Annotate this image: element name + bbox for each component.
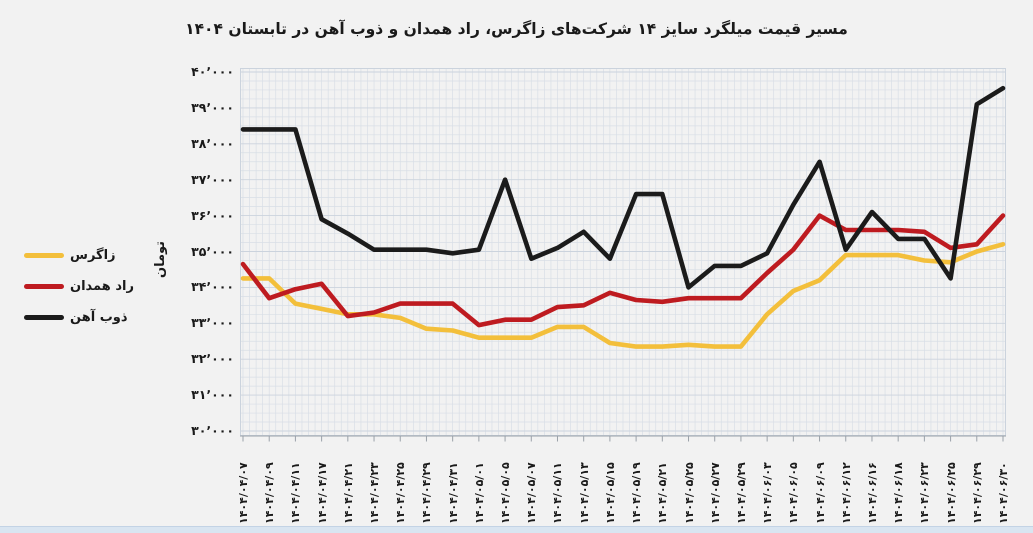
legend-swatch-zagros: [24, 253, 64, 258]
series-line-rad-hamedan: [240, 213, 1006, 328]
x-axis-label: ۱۴۰۴/۰۵/۲۹: [734, 462, 748, 524]
y-axis-label: ۳۱٬۰۰۰: [191, 387, 234, 403]
y-axis-unit-label: تومان: [153, 240, 169, 279]
x-axis-label: ۱۴۰۴/۰۴/۲۵: [394, 462, 408, 524]
y-axis-label: ۴۰٬۰۰۰: [191, 64, 234, 79]
x-axis-label: ۱۴۰۴/۰۴/۲۱: [341, 462, 355, 524]
x-axis-label: ۱۴۰۴/۰۶/۳۰: [997, 462, 1010, 524]
legend-item-zob-ahan: ذوب آهن: [24, 308, 134, 327]
x-axis-label: ۱۴۰۴/۰۵/۱۹: [630, 462, 644, 524]
y-axis-label: ۳۵٬۰۰۰: [191, 243, 234, 259]
x-axis-label: ۱۴۰۴/۰۵/۰۱: [472, 462, 486, 524]
x-axis-label: ۱۴۰۴/۰۵/۲۷: [708, 462, 722, 524]
x-axis-label: ۱۴۰۴/۰۵/۱۱: [551, 462, 565, 524]
x-axis-label: ۱۴۰۴/۰۵/۱۵: [603, 462, 617, 524]
legend-label-zagros: زاگرس: [70, 248, 116, 263]
x-axis-label: ۱۴۰۴/۰۶/۱۶: [865, 462, 879, 524]
y-axis-label: ۳۳٬۰۰۰: [191, 315, 234, 331]
x-axis-label: ۱۴۰۴/۰۴/۳۱: [446, 462, 460, 524]
y-axis-label: ۳۰٬۰۰۰: [191, 423, 234, 438]
x-axis-label: ۱۴۰۴/۰۵/۱۳: [577, 462, 591, 524]
series-line-zob-ahan: [240, 85, 1006, 290]
y-axis-label: ۳۴٬۰۰۰: [191, 279, 234, 295]
x-axis-label: ۱۴۰۴/۰۴/۲۳: [368, 462, 382, 524]
x-axis-label: ۱۴۰۴/۰۵/۲۱: [656, 462, 670, 524]
legend-swatch-zob-ahan: [24, 315, 64, 320]
legend-swatch-rad-hamedan: [24, 284, 64, 289]
y-axis-label: ۳۹٬۰۰۰: [191, 99, 234, 115]
x-axis-label: ۱۴۰۴/۰۴/۰۹: [263, 462, 277, 524]
x-axis-label: ۱۴۰۴/۰۶/۲۹: [970, 462, 984, 524]
x-axis-label: ۱۴۰۴/۰۴/۱۷: [315, 462, 329, 524]
x-axis-label: ۱۴۰۴/۰۵/۰۵: [499, 462, 513, 524]
y-axis-label: ۳۲٬۰۰۰: [191, 351, 234, 367]
legend-label-rad-hamedan: راد همدان: [70, 279, 134, 294]
plot-area: [240, 68, 1006, 442]
x-axis-label: ۱۴۰۴/۰۶/۰۵: [787, 462, 801, 524]
legend-item-zagros: زاگرس: [24, 246, 134, 265]
x-axis-label: ۱۴۰۴/۰۶/۱۲: [839, 462, 853, 524]
x-axis-label: ۱۴۰۴/۰۶/۲۳: [918, 462, 932, 524]
legend-item-rad-hamedan: راد همدان: [24, 277, 134, 296]
x-axis-label: ۱۴۰۴/۰۶/۱۸: [892, 462, 906, 524]
x-axis-label: ۱۴۰۴/۰۵/۲۵: [682, 462, 696, 524]
x-axis-label: ۱۴۰۴/۰۴/۱۱: [289, 462, 303, 524]
chart-title: مسیر قیمت میلگرد سایز ۱۴ شرکت‌های زاگرس،…: [185, 20, 848, 38]
x-axis-label: ۱۴۰۴/۰۵/۰۷: [525, 462, 539, 524]
y-axis-label: ۳۷٬۰۰۰: [191, 171, 234, 187]
footer-strip: [0, 526, 1033, 533]
y-axis-label: ۳۶٬۰۰۰: [191, 207, 234, 223]
x-axis-label: ۱۴۰۴/۰۶/۲۵: [944, 462, 958, 524]
y-axis-label: ۳۸٬۰۰۰: [191, 135, 234, 151]
x-axis-label: ۱۴۰۴/۰۶/۰۹: [813, 462, 827, 524]
legend-label-zob-ahan: ذوب آهن: [70, 310, 128, 325]
x-axis-label: ۱۴۰۴/۰۶/۰۳: [761, 462, 775, 524]
x-axis-label: ۱۴۰۴/۰۴/۰۷: [237, 462, 250, 524]
legend: زاگرس راد همدان ذوب آهن: [24, 246, 134, 339]
x-axis-label: ۱۴۰۴/۰۴/۲۹: [420, 462, 434, 524]
